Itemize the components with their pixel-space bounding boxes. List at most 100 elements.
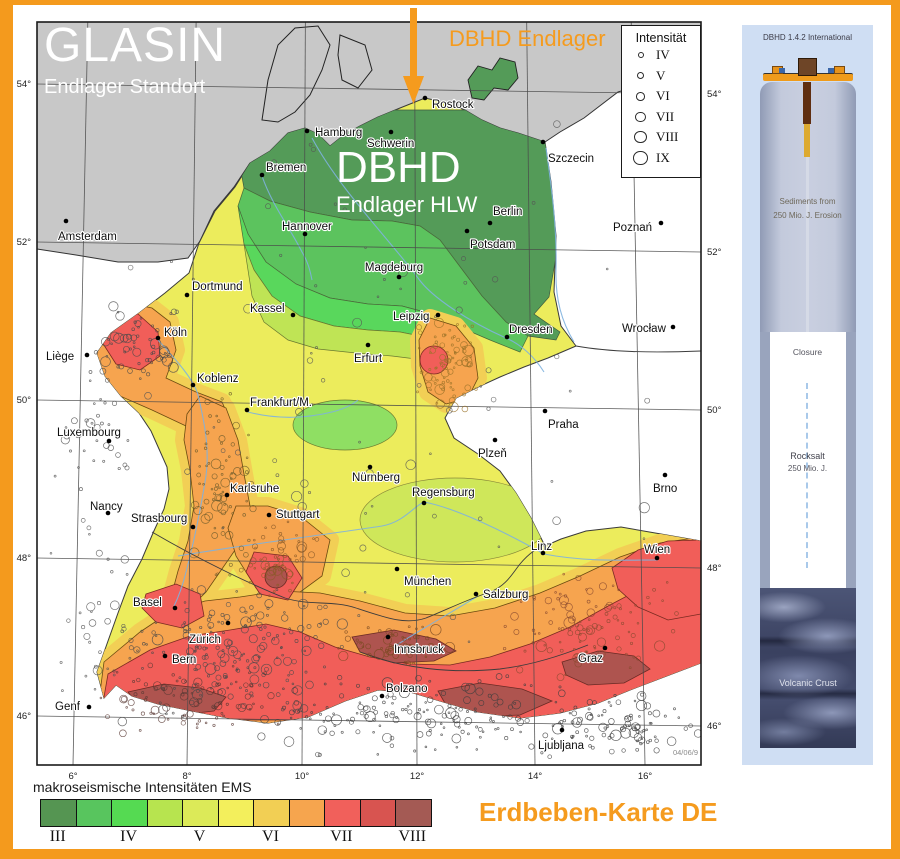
intensity-circle-icon — [635, 111, 646, 122]
epicenter-circle — [93, 350, 99, 355]
city-label: München — [404, 576, 451, 588]
ruegen-island — [467, 57, 519, 101]
epicenter-circle — [552, 607, 555, 611]
epicenter-circle — [559, 720, 564, 724]
epicenter-circle — [223, 638, 233, 647]
epicenter-circle — [259, 627, 263, 631]
colorbar-roman-label: IV — [120, 828, 138, 845]
epicenter-circle — [141, 691, 145, 695]
city-dot — [162, 653, 168, 659]
epicenter-circle — [305, 680, 314, 690]
epicenter-circle — [248, 634, 258, 644]
epicenter-circle — [388, 632, 393, 637]
epicenter-circle — [648, 602, 651, 605]
epicenter-circle — [169, 260, 173, 264]
epicenter-circle — [635, 747, 640, 752]
epicenter-circle — [473, 707, 477, 711]
epicenter-circle — [429, 347, 437, 354]
sediments-label-1: Sediments from — [779, 197, 836, 206]
colorbar-roman-label: VIII — [398, 828, 427, 845]
intensity-roman-label: IX — [656, 149, 670, 165]
epicenter-circle — [337, 675, 343, 681]
epicenter-circle — [152, 712, 155, 716]
epicenter-circle — [307, 490, 312, 495]
epicenter-circle — [378, 629, 382, 633]
epicenter-circle — [605, 267, 609, 271]
epicenter-circle — [674, 611, 679, 616]
glasin-subtitle: Endlager Standort — [44, 76, 206, 98]
epicenter-circle — [352, 317, 362, 328]
epicenter-circle — [243, 682, 249, 688]
epicenter-circle — [363, 591, 367, 594]
epicenter-circle — [452, 719, 456, 722]
epicenter-circle — [293, 700, 300, 706]
epicenter-circle — [195, 722, 199, 726]
epicenter-circle — [248, 580, 252, 584]
epicenter-circle — [371, 695, 378, 702]
dbhd-endlager-label: DBHD Endlager — [449, 26, 606, 51]
epicenter-circle — [532, 595, 536, 600]
epicenter-circle — [485, 367, 492, 374]
epicenter-circle — [464, 717, 473, 725]
longitude-line — [414, 22, 418, 765]
epicenter-circle — [198, 482, 201, 486]
epicenter-circle — [605, 601, 614, 610]
epicenter-circle — [63, 431, 71, 440]
epicenter-circle — [590, 745, 595, 750]
epicenter-circle — [242, 513, 246, 517]
epicenter-circle — [358, 701, 362, 704]
epicenter-circle — [424, 745, 428, 749]
epicenter-circle — [591, 623, 598, 630]
epicenter-circle — [218, 700, 223, 706]
epicenter-circle — [621, 748, 626, 753]
colorbar-cell — [325, 800, 361, 826]
epicenter-circle — [183, 601, 187, 604]
epicenter-circle — [101, 337, 111, 347]
epicenter-circle — [213, 492, 216, 496]
epicenter-circle — [595, 624, 602, 631]
epicenter-circle — [249, 557, 257, 565]
epicenter-circle — [587, 707, 591, 711]
epicenter-circle — [294, 558, 299, 563]
city-label: Bern — [172, 654, 196, 666]
epicenter-circle — [158, 347, 170, 359]
latitude-line — [37, 83, 701, 95]
epicenter-circle — [148, 337, 152, 342]
epicenter-circle — [597, 714, 600, 717]
epicenter-circle — [266, 566, 276, 577]
epicenter-circle — [119, 333, 129, 343]
epicenter-circle — [523, 683, 527, 686]
epicenter-circle — [264, 562, 270, 568]
epicenter-circle — [155, 328, 160, 333]
epicenter-circle — [154, 621, 158, 624]
epicenter-circle — [195, 645, 198, 648]
ems-colorbar — [40, 799, 432, 827]
epicenter-circle — [84, 674, 88, 678]
epicenter-circle — [256, 611, 265, 620]
intensity-roman-label: VIII — [656, 129, 679, 145]
epicenter-circle — [247, 433, 250, 437]
epicenter-circle — [285, 700, 290, 705]
lon-tick: 6° — [68, 771, 77, 782]
epicenter-circle — [589, 735, 595, 741]
epicenter-circle — [190, 500, 200, 510]
epicenter-circle — [404, 592, 410, 598]
epicenter-circle — [228, 455, 231, 458]
epicenter-circle — [416, 712, 420, 715]
epicenter-circle — [477, 727, 483, 732]
epicenter-circle — [632, 655, 636, 659]
dutch-coastline — [37, 162, 251, 263]
epicenter-circle — [308, 551, 315, 559]
epicenter-circle — [453, 346, 460, 354]
epicenter-circle — [653, 735, 657, 739]
epicenter-circle — [312, 537, 315, 540]
epicenter-circle — [407, 709, 413, 715]
epicenter-circle — [127, 264, 134, 271]
epicenter-circle — [318, 642, 325, 649]
epicenter-circle — [238, 567, 244, 573]
epicenter-circle — [344, 635, 351, 642]
epicenter-circle — [132, 680, 136, 683]
latitude-line — [37, 241, 701, 253]
epicenter-circle — [95, 439, 99, 443]
epicenter-circle — [408, 637, 411, 641]
